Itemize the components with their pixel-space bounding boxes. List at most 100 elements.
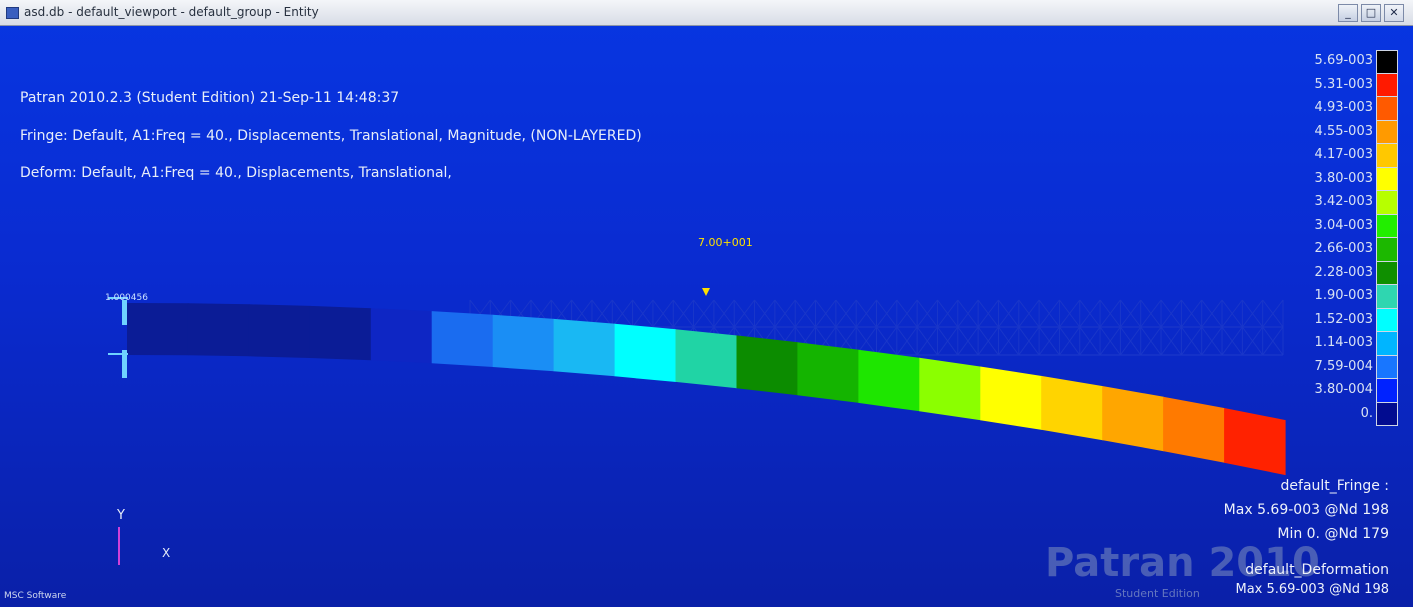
mesh-diagonal <box>1059 299 1081 328</box>
beam-element <box>1041 375 1103 441</box>
mesh-diagonal <box>672 299 694 328</box>
fringe-min: Min 0. @Nd 179 <box>1277 526 1389 542</box>
mesh-diagonal <box>1140 299 1162 328</box>
mesh-diagonal <box>1201 326 1223 356</box>
minimize-button[interactable]: _ <box>1338 4 1358 22</box>
axis-y-label: Y <box>117 508 125 523</box>
beam-element <box>370 308 433 364</box>
legend-swatch <box>1376 402 1398 426</box>
mesh-diagonal <box>896 299 918 328</box>
beam-element <box>797 342 859 403</box>
legend-label: 3.80-003 <box>1314 170 1373 186</box>
legend-swatch <box>1376 73 1398 97</box>
legend-label: 1.14-003 <box>1314 335 1373 350</box>
mesh-diagonal <box>1160 326 1182 356</box>
mesh-diagonal <box>998 299 1020 328</box>
mesh-diagonal <box>855 299 877 328</box>
mesh-diagonal <box>1038 299 1060 328</box>
legend-swatch <box>1376 167 1398 191</box>
mesh-diagonal <box>754 299 776 328</box>
deformed-beam-fringe <box>127 303 1286 476</box>
legend-swatch <box>1376 191 1398 215</box>
beam-element <box>248 304 311 358</box>
legend-label: 3.42-003 <box>1314 194 1373 209</box>
legend-label: 1.90-003 <box>1314 288 1373 303</box>
constraint-bottom <box>122 350 127 378</box>
legend-swatch <box>1376 120 1398 144</box>
close-button[interactable]: ✕ <box>1384 4 1404 22</box>
legend-swatch <box>1376 355 1398 379</box>
deform-description: Deform: Default, A1:Freq = 40., Displace… <box>20 165 452 181</box>
legend-label: 2.66-003 <box>1314 241 1373 256</box>
beam-element <box>919 357 981 421</box>
mesh-diagonal <box>916 326 938 356</box>
mesh-diagonal <box>1099 299 1121 328</box>
beam-element <box>187 303 250 357</box>
mesh-diagonal <box>1262 299 1284 328</box>
mesh-diagonal <box>1018 299 1040 328</box>
mesh-diagonal <box>1180 299 1203 328</box>
legend-label: 5.69-003 <box>1314 53 1373 68</box>
mesh-diagonal <box>957 326 979 356</box>
legend-label: 3.80-004 <box>1314 382 1373 397</box>
legend-swatch <box>1376 332 1398 356</box>
mesh-diagonal <box>1201 299 1223 328</box>
legend-label: 7.59-004 <box>1314 358 1373 374</box>
beam-element <box>431 311 494 367</box>
max-marker-arrow-icon <box>702 288 710 296</box>
mesh-diagonal <box>815 299 837 328</box>
mesh-diagonal <box>1262 326 1284 356</box>
mesh-diagonal <box>1119 326 1142 356</box>
legend-swatch <box>1376 50 1398 74</box>
legend-swatch <box>1376 214 1398 238</box>
title-bar[interactable]: asd.db - default_viewport - default_grou… <box>0 0 1413 26</box>
maximize-button[interactable]: □ <box>1361 4 1381 22</box>
mesh-diagonal <box>1160 299 1182 328</box>
legend-label: 4.93-003 <box>1314 100 1373 115</box>
axis-x-label: X <box>162 546 171 560</box>
constraint-top <box>122 300 127 325</box>
beam-element <box>980 366 1042 430</box>
fringe-max: Max 5.69-003 @Nd 198 <box>1223 502 1389 518</box>
mesh-diagonal <box>1079 299 1101 328</box>
deform-max: Max 5.69-003 @Nd 198 <box>1235 582 1389 597</box>
mesh-diagonal <box>977 299 999 328</box>
legend-swatch <box>1376 97 1398 121</box>
msc-status: MSC Software <box>4 591 67 601</box>
mesh-diagonal <box>937 326 959 356</box>
mesh-diagonal <box>693 299 715 328</box>
app-icon <box>6 7 19 19</box>
mesh-diagonal <box>1241 299 1264 328</box>
mesh-diagonal <box>1221 326 1243 356</box>
legend-swatch <box>1376 144 1398 168</box>
beam-element <box>1224 408 1286 476</box>
beam-element <box>127 303 189 356</box>
max-marker-label: 7.00+001 <box>698 236 753 249</box>
mesh-diagonal <box>1180 326 1203 356</box>
mesh-diagonal <box>896 326 918 356</box>
legend-label: 4.17-003 <box>1314 147 1373 162</box>
legend-swatch <box>1376 308 1398 332</box>
legend-label: 3.04-003 <box>1314 217 1373 233</box>
window-title: asd.db - default_viewport - default_grou… <box>24 5 319 19</box>
mesh-diagonal <box>1038 326 1060 356</box>
deform-title: default_Deformation <box>1245 562 1389 578</box>
mesh-diagonal <box>957 299 979 328</box>
mesh-diagonal <box>937 299 959 328</box>
mesh-diagonal <box>652 299 674 328</box>
watermark-subtitle: Student Edition <box>1115 587 1200 600</box>
mesh-diagonal <box>1079 326 1101 356</box>
mesh-diagonal <box>1120 299 1142 328</box>
patran-watermark: Patran 2010 <box>1045 540 1320 586</box>
mesh-diagonal <box>1241 326 1264 356</box>
mesh-diagonal <box>611 299 633 328</box>
fringe-title: default_Fringe : <box>1280 478 1389 494</box>
legend-label: 4.55-003 <box>1314 123 1373 139</box>
beam-element <box>858 349 920 412</box>
legend-swatch <box>1376 261 1398 285</box>
legend-label: 2.28-003 <box>1314 264 1373 280</box>
legend-label: 0. <box>1360 405 1373 421</box>
beam-element <box>675 329 738 389</box>
